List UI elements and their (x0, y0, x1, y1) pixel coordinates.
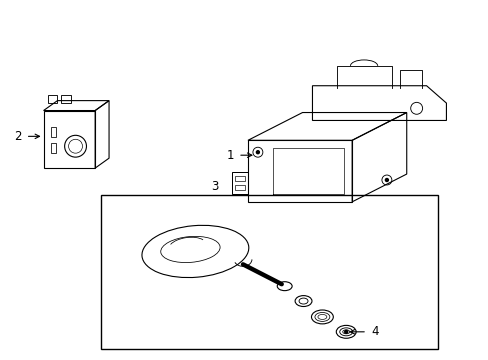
Text: 2: 2 (14, 130, 21, 143)
Text: 4: 4 (370, 325, 378, 338)
Circle shape (344, 330, 347, 333)
Circle shape (385, 179, 387, 181)
Bar (50, 143, 56, 153)
Circle shape (256, 151, 259, 154)
Text: 1: 1 (226, 149, 234, 162)
Bar (50, 127, 56, 137)
Text: 3: 3 (211, 180, 219, 193)
Bar (61, 95, 71, 103)
Bar (47, 95, 57, 103)
Bar (235, 185, 244, 190)
Bar (101, 195, 438, 349)
Bar (232, 172, 247, 194)
Bar (235, 176, 244, 181)
